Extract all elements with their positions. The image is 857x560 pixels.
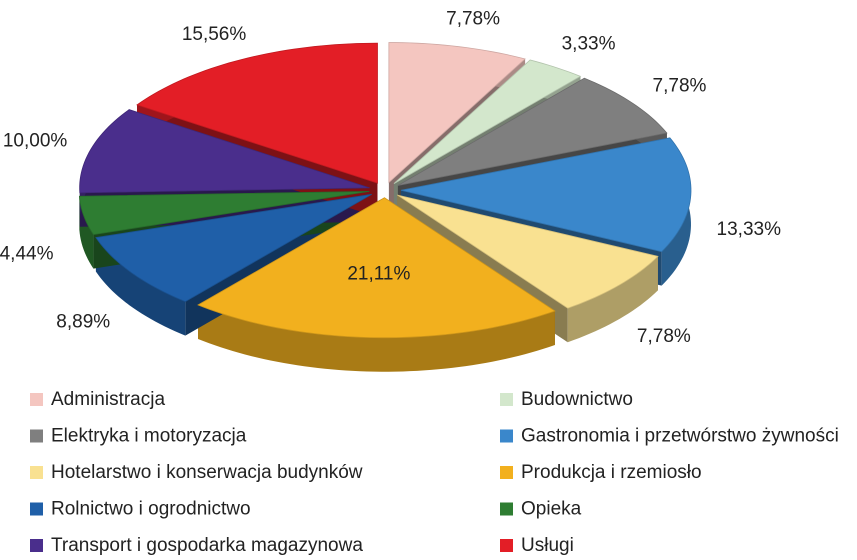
legend-label: Transport i gospodarka magazynowa xyxy=(51,535,363,556)
legend-label: Rolnictwo i ogrodnictwo xyxy=(51,499,251,520)
legend-label: Budownictwo xyxy=(521,389,633,410)
data-label: 7,78% xyxy=(653,76,707,97)
legend-label: Hotelarstwo i konserwacja budynków xyxy=(51,462,363,483)
slice-side xyxy=(198,304,555,372)
legend-swatch xyxy=(30,393,43,406)
slice xyxy=(393,59,582,184)
data-label: 10,00% xyxy=(3,131,68,152)
data-label: 7,78% xyxy=(446,9,500,30)
slice xyxy=(197,197,556,339)
slice xyxy=(136,42,378,184)
slice-side xyxy=(95,237,186,336)
slice xyxy=(388,42,526,184)
pie-tops xyxy=(78,42,692,339)
legend-label: Opieka xyxy=(521,499,582,520)
data-label: 13,33% xyxy=(717,219,782,240)
data-label: 3,33% xyxy=(562,33,616,54)
legend-swatch xyxy=(500,466,513,479)
legend-swatch xyxy=(30,429,43,443)
data-label: 4,44% xyxy=(0,244,54,265)
legend-swatch xyxy=(30,539,43,552)
legend-swatch xyxy=(500,539,513,552)
slice xyxy=(397,77,668,186)
data-label: 7,78% xyxy=(637,326,691,347)
slice-side xyxy=(567,256,658,343)
slice xyxy=(78,190,370,236)
slice xyxy=(400,137,692,253)
legend-label: Administracja xyxy=(51,389,165,410)
slice xyxy=(79,109,370,194)
legend-swatch xyxy=(500,502,513,516)
data-label: 8,89% xyxy=(56,311,110,332)
legend-swatch xyxy=(500,393,513,406)
legend-label: Elektryka i motoryzacja xyxy=(51,426,247,447)
legend-label: Produkcja i rzemiosło xyxy=(521,462,702,483)
legend-swatch xyxy=(30,466,43,479)
legend-swatch xyxy=(30,502,43,516)
data-label: 15,56% xyxy=(182,24,247,45)
slice xyxy=(397,194,659,309)
data-label: 21,11% xyxy=(347,264,410,285)
legend-label: Gastronomia i przetwórstwo żywności xyxy=(521,426,839,447)
slice xyxy=(95,193,372,303)
legend-label: Usługi xyxy=(521,535,574,556)
legend-swatch xyxy=(500,429,513,443)
